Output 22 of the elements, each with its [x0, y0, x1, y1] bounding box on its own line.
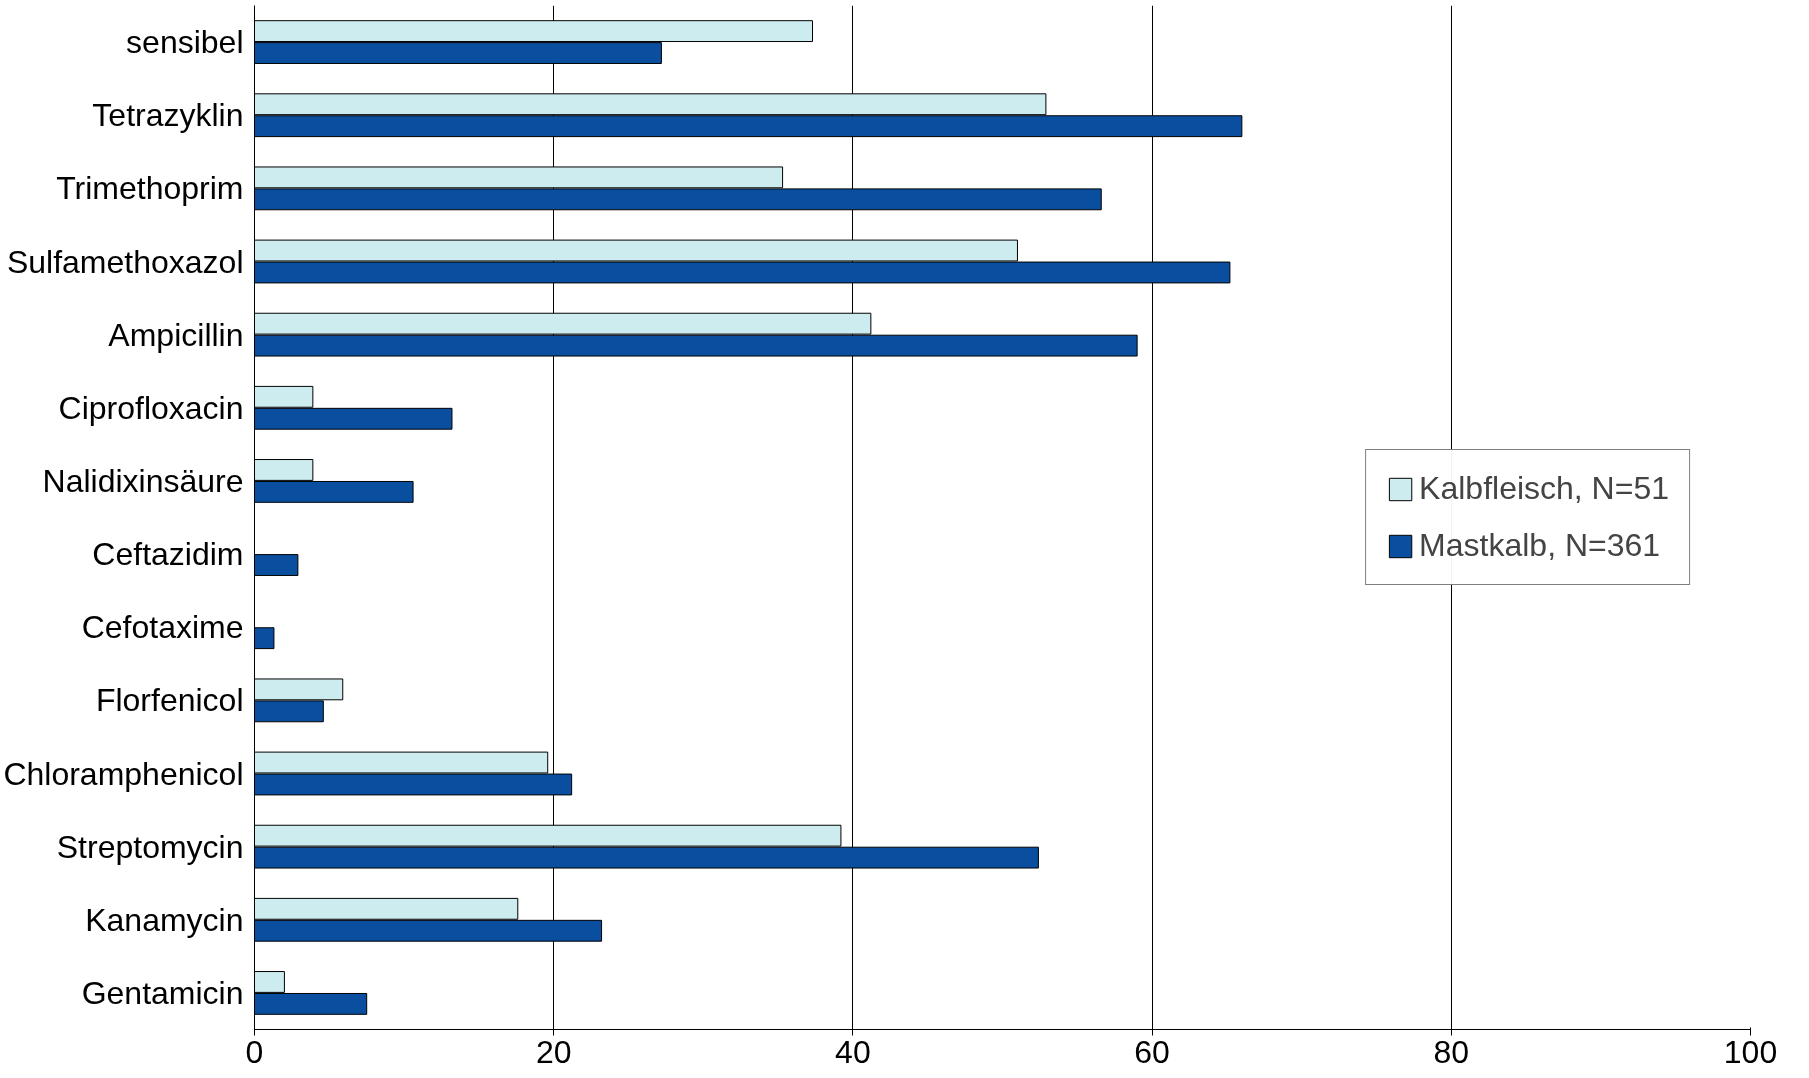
- y-tick-label: sensibel: [126, 24, 244, 61]
- x-tick-label: 20: [535, 1033, 572, 1070]
- y-tick-label: Gentamicin: [81, 974, 244, 1011]
- y-tick-label: Ampicillin: [108, 316, 244, 353]
- legend-label: Mastkalb, N=361: [1419, 527, 1661, 564]
- legend-label: Kalbfleisch, N=51: [1419, 470, 1669, 507]
- y-tick-label: Nalidixinsäure: [42, 462, 244, 499]
- y-tick-label: Chloramphenicol: [3, 755, 244, 792]
- y-tick-label: Ceftazidim: [92, 536, 244, 573]
- y-tick-label: Ciprofloxacin: [58, 389, 244, 426]
- y-tick-label: Tetrazyklin: [92, 97, 244, 134]
- y-tick-label: Cefotaxime: [81, 609, 244, 646]
- x-tick-label: 0: [245, 1033, 264, 1070]
- y-tick-label: Streptomycin: [56, 828, 244, 865]
- y-tick-label: Florfenicol: [95, 682, 244, 719]
- x-tick-label: 80: [1433, 1033, 1470, 1070]
- y-tick-label: Sulfamethoxazol: [6, 243, 244, 280]
- x-tick-label: 60: [1134, 1033, 1170, 1070]
- x-tick-label: 100: [1723, 1033, 1778, 1070]
- y-tick-label: Kanamycin: [85, 901, 244, 938]
- x-tick-label: 40: [835, 1033, 871, 1070]
- y-tick-label: Trimethoprim: [56, 170, 244, 207]
